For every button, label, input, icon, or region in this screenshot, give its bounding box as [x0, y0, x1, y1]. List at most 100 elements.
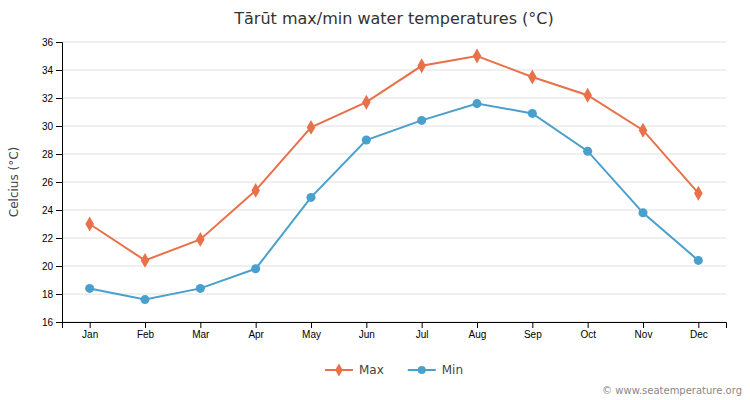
x-tick-label: May [302, 329, 321, 340]
y-tick-label: 18 [42, 289, 54, 300]
marker [694, 186, 703, 201]
y-tick-label: 16 [42, 317, 54, 328]
marker [583, 147, 592, 156]
y-tick: 26 [42, 177, 62, 188]
y-tick-mark [56, 238, 62, 239]
grid-line [62, 126, 726, 127]
y-tick: 30 [42, 121, 62, 132]
x-tick-mark [698, 322, 699, 328]
y-tick-mark [56, 182, 62, 183]
series [85, 49, 702, 268]
x-tick-mark [311, 322, 312, 328]
x-tick-mark [145, 322, 146, 328]
legend-label: Max [359, 363, 384, 377]
y-tick-mark [56, 154, 62, 155]
title: Tārūt max/min water temperatures (°C) [233, 9, 553, 28]
grid-line [62, 210, 726, 211]
x-tick-label: Sep [524, 329, 542, 340]
x-axis-line [63, 323, 727, 329]
y-tick: 36 [42, 37, 62, 48]
y-tick-mark [56, 98, 62, 99]
x-tick-label: Dec [690, 329, 708, 340]
x-tick: Apr [248, 322, 264, 340]
y-tick-mark [56, 266, 62, 267]
legend-marker [418, 366, 426, 374]
x-tick-label: Jul [416, 329, 429, 340]
grid-line [62, 42, 726, 43]
y-tick-mark [56, 42, 62, 43]
marker [140, 295, 149, 304]
x-tick-label: Jun [359, 329, 375, 340]
marker [362, 95, 371, 110]
x-tick-label: Nov [635, 329, 653, 340]
grid-line [62, 238, 726, 239]
series [85, 99, 703, 304]
grid-line [62, 182, 726, 183]
x-tick: Oct [580, 322, 596, 340]
x-tick-label: Aug [469, 329, 487, 340]
marker [306, 193, 315, 202]
y-tick: 22 [42, 233, 62, 244]
grid-line [62, 98, 726, 99]
marker [583, 88, 592, 103]
y-tick-label: 30 [42, 121, 54, 132]
plot: 1618202224262830323436JanFebMarAprMayJun… [42, 37, 727, 340]
x-tick-mark [643, 322, 644, 328]
legend: Max Min [325, 363, 463, 377]
x-tick-mark [477, 322, 478, 328]
marker [362, 135, 371, 144]
x-tick: Jul [416, 322, 429, 340]
line [90, 56, 699, 260]
x-tick-mark [588, 322, 589, 328]
y-axis-label: Celcius (°C) [7, 147, 21, 217]
x-tick: Feb [137, 322, 155, 340]
y-tick-mark [56, 126, 62, 127]
x-tick-label: Feb [137, 329, 155, 340]
marker [417, 58, 426, 73]
grid-line [62, 70, 726, 71]
marker [528, 70, 537, 85]
y-tick-mark [56, 70, 62, 71]
x-tick: Dec [690, 322, 708, 340]
marker [251, 183, 260, 198]
marker [638, 208, 647, 217]
x-tick: May [302, 322, 321, 340]
x-tick-label: Apr [248, 329, 264, 340]
x-tick: Sep [524, 322, 542, 340]
y-tick: 34 [42, 65, 62, 76]
y-tick-label: 34 [42, 65, 54, 76]
x-tick-label: Oct [580, 329, 596, 340]
x-tick-label: Mar [192, 329, 210, 340]
marker [251, 264, 260, 273]
y-tick-label: 26 [42, 177, 54, 188]
legend-item: Max [325, 363, 384, 377]
watermark: © www.seatemperature.org [602, 385, 742, 396]
x-tick-mark [256, 322, 257, 328]
marker [472, 99, 481, 108]
chart: 1618202224262830323436JanFebMarAprMayJun… [0, 0, 750, 400]
marker [307, 120, 316, 135]
y-tick: 32 [42, 93, 62, 104]
marker [417, 116, 426, 125]
x-tick-mark [422, 322, 423, 328]
marker [528, 109, 537, 118]
y-tick: 16 [42, 317, 62, 328]
marker [85, 284, 94, 293]
legend-marker [335, 363, 343, 376]
y-tick-label: 20 [42, 261, 54, 272]
x-tick: Aug [469, 322, 487, 340]
y-tick-mark [56, 322, 62, 323]
marker [473, 49, 482, 64]
grid-line [62, 266, 726, 267]
y-tick-label: 28 [42, 149, 54, 160]
legend-item: Min [408, 363, 463, 377]
y-tick: 20 [42, 261, 62, 272]
marker [85, 217, 94, 232]
x-tick-mark [532, 322, 533, 328]
y-tick-mark [56, 294, 62, 295]
y-axis-line [56, 43, 63, 323]
y-tick: 18 [42, 289, 62, 300]
x-tick: Mar [192, 322, 210, 340]
y-tick-label: 24 [42, 205, 54, 216]
marker [694, 256, 703, 265]
